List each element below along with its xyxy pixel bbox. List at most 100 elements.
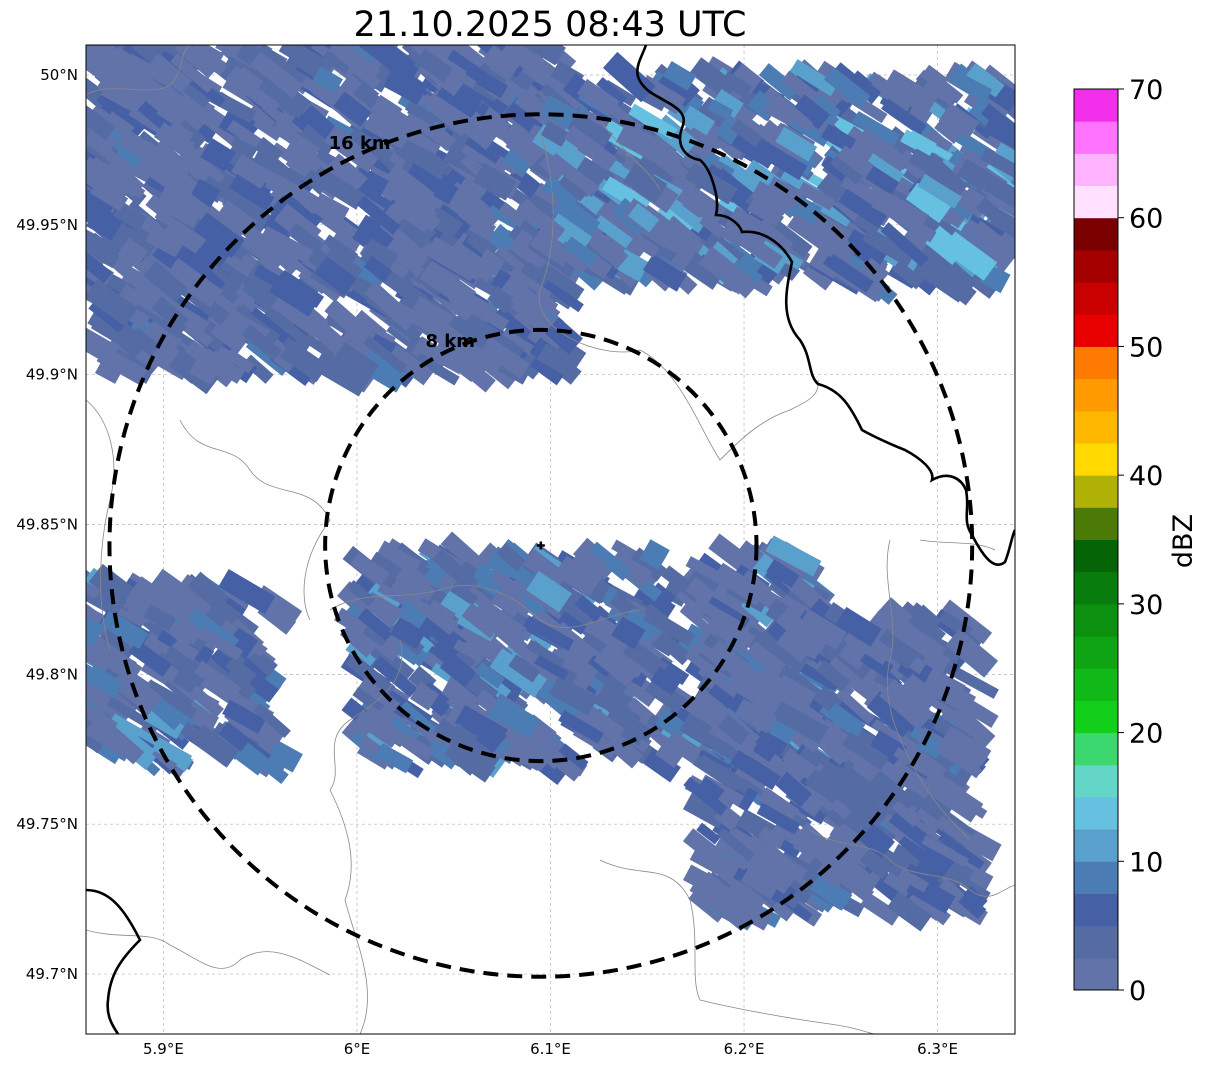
echo-cell [222, 669, 257, 701]
echo-cell [312, 351, 370, 397]
echo-cell [172, 637, 200, 662]
colorbar-segment [1074, 796, 1118, 830]
echo-cell [166, 120, 194, 146]
lon-tick-label: 6.1°E [530, 1040, 571, 1058]
echo-cell [398, 139, 450, 180]
echo-cell [891, 800, 921, 827]
echo-cell [247, 648, 278, 677]
echo-cell [944, 786, 984, 823]
echo-cell [902, 226, 930, 252]
echo-cell [323, 234, 359, 263]
echo-cell [324, 153, 368, 195]
echo-cell [197, 627, 244, 661]
echo-cell [567, 111, 613, 151]
echo-cell [871, 138, 896, 161]
echo-cell [727, 257, 764, 288]
echo-cell [825, 653, 882, 703]
lon-tick-label: 5.9°E [143, 1040, 184, 1058]
echo-cell [745, 640, 787, 677]
municipal-boundary [599, 119, 661, 191]
echo-cell [835, 606, 882, 647]
echo-cell [907, 790, 944, 822]
echo-cell [563, 125, 618, 171]
municipal-boundary [329, 585, 641, 629]
echo-cell [970, 220, 1011, 258]
echo-cell [880, 222, 929, 267]
echo-cell [549, 675, 598, 716]
echo-cell [105, 46, 151, 89]
echo-cell [86, 599, 103, 625]
echo-cell [766, 559, 800, 588]
echo-region [526, 51, 1015, 306]
colorbar-segment [1074, 957, 1118, 991]
echo-cell [740, 864, 782, 900]
colorbar-segment [1074, 153, 1118, 187]
echo-cell [495, 245, 526, 273]
echo-cell [808, 94, 841, 127]
echo-cell [593, 644, 640, 688]
echo-cell [184, 148, 226, 184]
echo-cell [383, 69, 427, 105]
echo-cell [655, 708, 690, 741]
echo-cell [652, 582, 676, 604]
echo-cell [99, 163, 146, 199]
echo-cell [759, 666, 804, 708]
echo-cell [942, 819, 980, 852]
echo-cell [860, 648, 894, 678]
echo-cell [240, 742, 289, 785]
echo-cell [879, 678, 934, 731]
echo-cell [606, 697, 636, 726]
echo-cell [602, 710, 648, 746]
echo-cell [698, 246, 752, 295]
echo-cell [100, 609, 149, 650]
echo-cell [989, 208, 1015, 242]
echo-cell [631, 233, 660, 258]
echo-cell [357, 608, 394, 641]
echo-cell [324, 298, 376, 347]
echo-cell [963, 885, 988, 910]
echo-cell [498, 201, 527, 228]
echo-cell [983, 174, 1015, 212]
colorbar-segment [1074, 861, 1118, 894]
echo-cell [707, 98, 734, 121]
radar-site-marker [536, 541, 545, 550]
echo-cell [587, 541, 632, 581]
echo-cell [187, 608, 240, 652]
echo-cell [210, 323, 244, 353]
echo-cell [86, 45, 121, 64]
colorbar: 0 10 20 30 40 50 60 70 dBZ [1073, 75, 1199, 1007]
echo-cell [489, 695, 541, 739]
echo-cell [643, 607, 696, 647]
echo-cell [705, 890, 751, 931]
colorbar-tick-label: 10 [1129, 847, 1163, 878]
echo-cell [816, 660, 851, 692]
echo-cell [593, 215, 633, 249]
echo-cell [745, 849, 797, 895]
echo-cell [453, 639, 486, 664]
echo-cell [271, 121, 321, 159]
echo-cell [540, 121, 570, 147]
echo-cell [145, 225, 187, 259]
echo-cell [867, 71, 908, 106]
echo-cell [750, 180, 793, 216]
echo-cell [799, 662, 840, 692]
echo-cell [705, 609, 756, 655]
echo-cell [633, 151, 674, 187]
echo-cell [408, 295, 455, 336]
echo-cell [339, 622, 377, 658]
echo-cell [884, 69, 939, 112]
echo-cell [886, 891, 932, 932]
echo-cell [508, 654, 541, 683]
echo-cell [918, 896, 951, 926]
echo-cell [681, 105, 716, 136]
echo-cell [200, 137, 236, 172]
echo-cell [862, 227, 915, 268]
echo-cell [372, 656, 418, 698]
echo-cell [889, 616, 947, 665]
echo-cell [287, 223, 324, 256]
radar-map[interactable]: 8 km 16 km 5.9°E 6°E 6.1°E 6.2°E 6.3°E 49.7°N 4… [16, 24, 1035, 1058]
echo-cell [697, 776, 725, 803]
axis-ticks: 5.9°E 6°E 6.1°E 6.2°E 6.3°E 49.7°N 49.75°N 49.8… [16, 66, 958, 1058]
echo-cell [708, 683, 747, 716]
echo-cell [297, 123, 337, 158]
